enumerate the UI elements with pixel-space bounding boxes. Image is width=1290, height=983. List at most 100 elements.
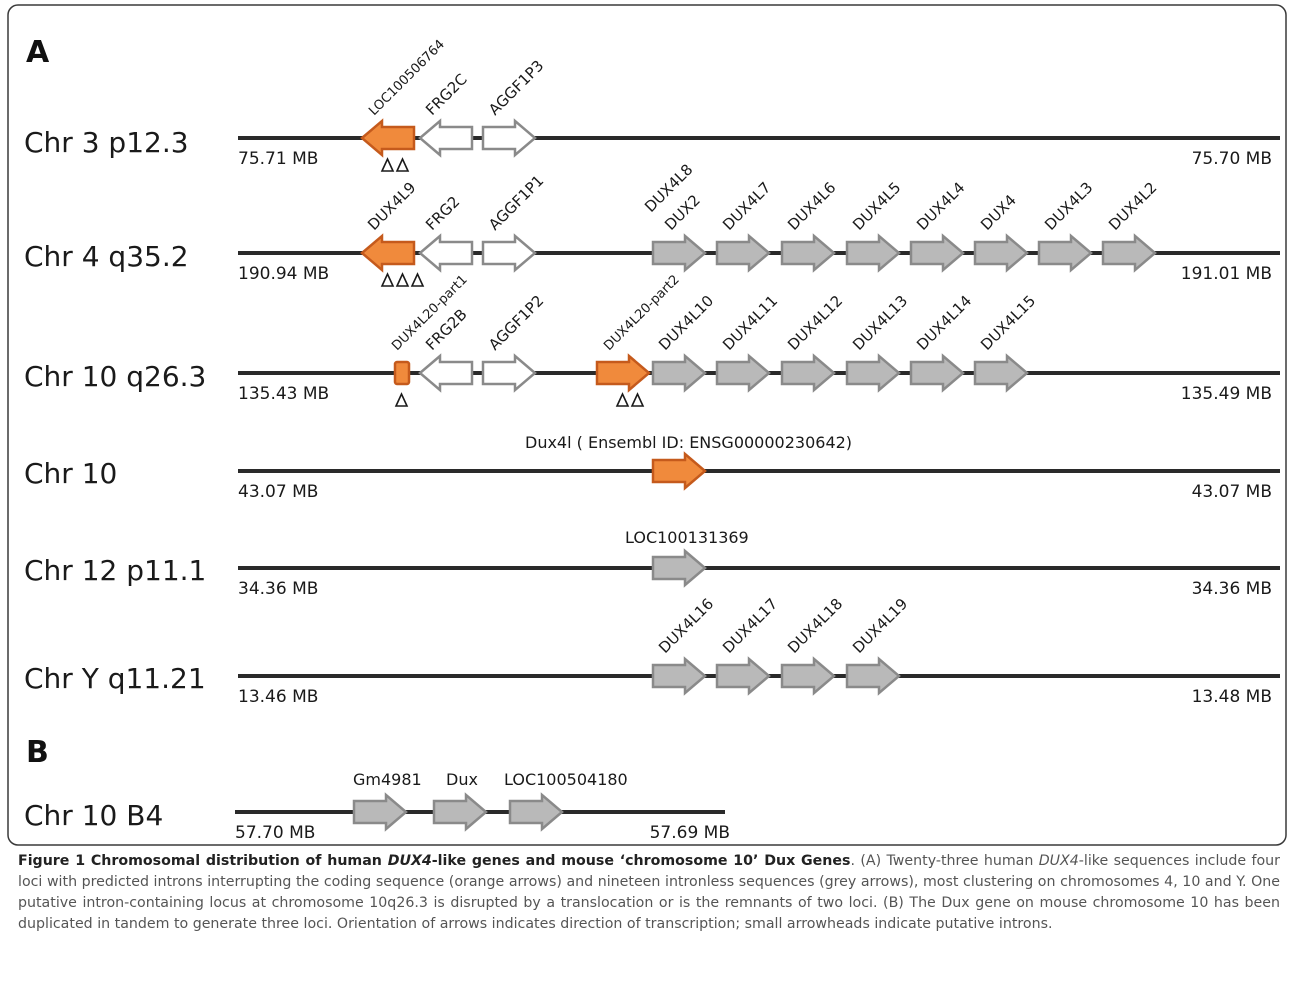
gene-dux4l10: DUX4L10 — [651, 292, 717, 393]
intron-arrowhead-icon — [380, 272, 395, 287]
gene-aggf1p1: AGGF1P1 — [481, 172, 547, 273]
gene-arrow — [715, 233, 771, 273]
gene-label: DUX4L3 — [1041, 178, 1096, 233]
gene-label: DUX4L11 — [719, 292, 781, 354]
gene-label: DUX4 — [977, 191, 1020, 234]
intron-arrowhead-icon — [615, 392, 630, 407]
gene-arrow — [780, 233, 836, 273]
gene-arrow — [973, 233, 1029, 273]
gene-arrow — [393, 360, 411, 386]
gene-label: DUX4L5 — [849, 178, 904, 233]
chromosome-label: Chr 10 — [24, 457, 117, 490]
gene-arrow — [360, 118, 416, 158]
gene-loc100504180: LOC100504180 — [504, 770, 628, 832]
gene-dux4l18: DUX4L18 — [780, 595, 846, 696]
gene-dux4l5: DUX4L5 — [845, 178, 904, 273]
gene-label: DUX4L14 — [913, 292, 975, 354]
gene-arrow — [715, 353, 771, 393]
gene-dux4l6: DUX4L6 — [780, 178, 839, 273]
gene-arrow — [845, 656, 901, 696]
gene-dux4l4: DUX4L4 — [909, 178, 968, 273]
gene-arrow — [651, 233, 707, 273]
start-coordinate: 190.94 MB — [238, 264, 329, 284]
start-coordinate: 13.46 MB — [238, 687, 318, 707]
gene-arrow — [909, 233, 965, 273]
gene-label: LOC100131369 — [625, 528, 749, 547]
gene-loc100131369: LOC100131369 — [625, 528, 749, 588]
start-coordinate: 34.36 MB — [238, 579, 318, 599]
gene-label: DUX4L13 — [849, 292, 911, 354]
gene-dux4l-ensembl-id-ensg00000230642: Dux4l ( Ensembl ID: ENSG00000230642) — [525, 433, 852, 491]
gene-label: AGGF1P2 — [485, 292, 547, 354]
gene-label: LOC100504180 — [504, 770, 628, 789]
chromosome-row-chr-10-b4: Chr 10 B4 57.70 MB 57.69 MB Gm4981 Dux LOC100… — [24, 770, 730, 843]
gene-arrow — [780, 353, 836, 393]
end-coordinate: 191.01 MB — [1181, 264, 1272, 284]
panel-label-b: B — [26, 735, 49, 770]
chromosome-label: Chr 10 B4 — [24, 799, 163, 832]
gene-arrow — [1101, 233, 1157, 273]
gene-arrow — [651, 353, 707, 393]
chromosome-label: Chr 12 p11.1 — [24, 554, 206, 587]
caption-title: Figure 1 Chromosomal distribution of hum… — [18, 853, 851, 869]
gene-label: DUX4L15 — [977, 292, 1039, 354]
gene-label: DUX4L4 — [913, 178, 968, 233]
end-coordinate: 75.70 MB — [1192, 149, 1272, 169]
gene-arrow — [360, 233, 416, 273]
start-coordinate: 75.71 MB — [238, 149, 318, 169]
chromosome-label: Chr Y q11.21 — [24, 662, 206, 695]
end-coordinate: 135.49 MB — [1181, 384, 1272, 404]
chromosome-label: Chr 4 q35.2 — [24, 240, 189, 273]
gene-aggf1p3: AGGF1P3 — [481, 57, 547, 158]
gene-arrow — [352, 792, 408, 832]
gene-label: FRG2C — [422, 70, 471, 119]
gene-dux4l7: DUX4L7 — [715, 178, 774, 273]
gene-label: Gm4981 — [353, 770, 422, 789]
gene-label: DUX4L16 — [655, 595, 717, 657]
gene-arrow — [651, 451, 707, 491]
gene-label: AGGF1P3 — [485, 57, 547, 119]
intron-arrowhead-icon — [395, 157, 410, 172]
gene-label: DUX4L17 — [719, 595, 781, 657]
gene-arrow — [481, 118, 537, 158]
gene-label: DUX4L18 — [784, 595, 846, 657]
gene-label: DUX4L6 — [784, 178, 839, 233]
gene-dux4l2: DUX4L2 — [1101, 178, 1160, 273]
gene-arrow — [845, 233, 901, 273]
gene-arrow — [432, 792, 488, 832]
intron-arrowhead-icon — [395, 272, 410, 287]
figure-caption: Figure 1 Chromosomal distribution of hum… — [18, 853, 1280, 932]
gene-arrow — [909, 353, 965, 393]
end-coordinate: 13.48 MB — [1192, 687, 1272, 707]
end-coordinate: 43.07 MB — [1192, 482, 1272, 502]
gene-label: Dux4l ( Ensembl ID: ENSG00000230642) — [525, 433, 852, 452]
intron-arrowhead-icon — [630, 392, 645, 407]
gene-label: FRG2 — [422, 193, 463, 234]
gene-dux4l11: DUX4L11 — [715, 292, 781, 393]
chromosome-row-chr-3-p12-3: Chr 3 p12.3 75.71 MB 75.70 MBLOC100506764F… — [24, 37, 1280, 172]
panel-label-a: A — [26, 35, 50, 70]
gene-label: DUX4L2 — [1105, 178, 1160, 233]
chromosome-row-chr-4-q35-2: Chr 4 q35.2 190.94 MB 191.01 MB DUX4L9 FRG2 A… — [24, 160, 1280, 287]
chromosome-row-chr-12-p11-1: Chr 12 p11.1 34.36 MB 34.36 MB LOC100131369 — [24, 528, 1280, 599]
gene-arrow — [780, 656, 836, 696]
gene-label: DUX4L9 — [364, 178, 419, 233]
gene-dux4: DUX4 — [973, 191, 1029, 273]
gene-arrow — [508, 792, 564, 832]
gene-arrow — [595, 353, 651, 393]
gene-gm4981: Gm4981 — [352, 770, 422, 832]
gene-arrow — [845, 353, 901, 393]
chromosome-diagram: A B Chr 3 p12.3 75.71 MB 75.70 MBLOC100506… — [7, 4, 1287, 846]
figure-border — [7, 4, 1287, 846]
gene-arrow — [651, 656, 707, 696]
gene-arrow — [481, 353, 537, 393]
gene-arrow — [418, 353, 474, 393]
intron-arrowhead-icon — [380, 157, 395, 172]
gene-label: Dux — [446, 770, 478, 789]
gene-label: AGGF1P1 — [485, 172, 547, 234]
end-coordinate: 34.36 MB — [1192, 579, 1272, 599]
gene-label: DUX4L12 — [784, 292, 846, 354]
gene-dux4l16: DUX4L16 — [651, 595, 717, 696]
